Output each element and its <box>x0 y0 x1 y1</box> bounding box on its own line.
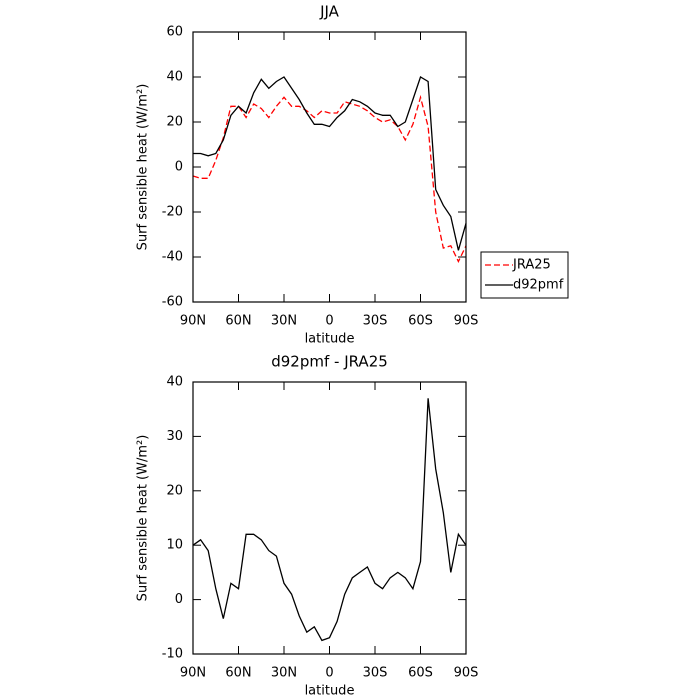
chart-title: d92pmf - JRA25 <box>271 353 388 371</box>
y-axis-label: Surf sensible heat (W/m²) <box>136 84 151 251</box>
y-tick-label: 40 <box>166 70 183 85</box>
y-tick-label: 0 <box>175 160 183 175</box>
y-tick-label: 60 <box>166 25 183 40</box>
y-tick-label: 0 <box>175 592 183 607</box>
x-tick-label: 60S <box>408 314 433 329</box>
x-axis-label: latitude <box>305 684 355 699</box>
x-tick-label: 90S <box>454 666 479 681</box>
x-tick-label: 0 <box>325 666 333 681</box>
x-tick-label: 30S <box>363 314 388 329</box>
chart-title: JJA <box>319 3 340 21</box>
y-tick-label: 30 <box>166 429 183 444</box>
data-line <box>192 398 467 642</box>
x-tick-label: 90N <box>180 314 206 329</box>
y-axis-label: Surf sensible heat (W/m²) <box>136 435 151 602</box>
y-tick-label: -20 <box>162 205 183 220</box>
x-tick-label: 30S <box>363 666 388 681</box>
x-tick-label: 30N <box>271 314 297 329</box>
data-line <box>193 76 467 251</box>
x-tick-label: 60N <box>225 314 251 329</box>
y-tick-label: -10 <box>162 647 183 662</box>
legend-label: d92pmf <box>513 278 564 293</box>
x-tick-label: 30N <box>271 666 297 681</box>
y-tick-label: 10 <box>166 538 183 553</box>
x-tick-label: 60N <box>225 666 251 681</box>
x-tick-label: 60S <box>408 666 433 681</box>
legend-label: JRA25 <box>512 258 551 273</box>
x-tick-label: 0 <box>325 314 333 329</box>
x-tick-label: 90S <box>454 314 479 329</box>
plot-frame <box>192 381 467 655</box>
y-tick-label: 40 <box>166 375 183 390</box>
data-line <box>192 94 467 263</box>
x-axis-label: latitude <box>305 332 355 347</box>
x-tick-label: 90N <box>180 666 206 681</box>
y-tick-label: -40 <box>162 250 183 265</box>
legend-box <box>480 251 569 299</box>
y-tick-label: 20 <box>166 483 183 498</box>
plot-frame <box>192 31 467 303</box>
y-tick-label: -60 <box>162 295 183 310</box>
y-tick-label: 20 <box>166 115 183 130</box>
